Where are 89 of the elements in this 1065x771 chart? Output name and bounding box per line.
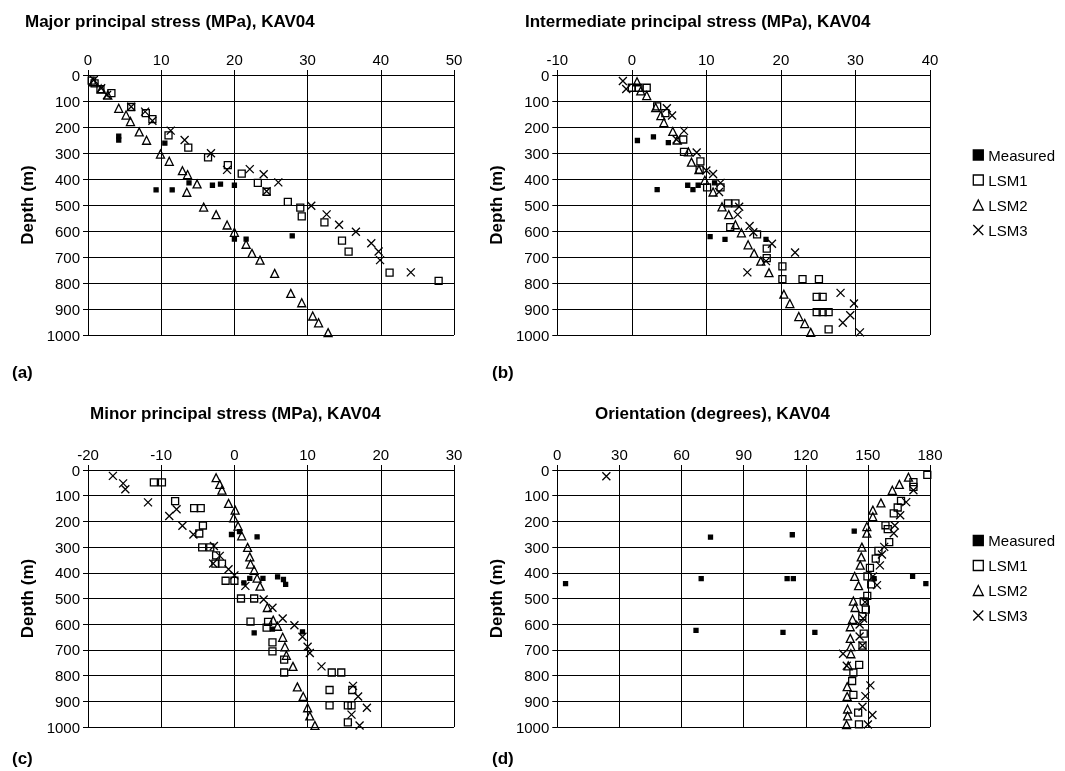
y-tick-label: 100 (54, 92, 80, 110)
y-tick-label: 1000 (515, 718, 550, 736)
y-axis-title: Depth (m) (17, 558, 37, 639)
x-tick-label: 180 (917, 446, 943, 463)
x-tick-label: 90 (735, 446, 752, 463)
legend-label: LSM2 (988, 196, 1028, 214)
x-tick-label: 30 (299, 51, 316, 68)
x-tick-label: -10 (150, 446, 173, 463)
y-tick-label: 200 (524, 512, 550, 530)
y-tick-label: 800 (524, 667, 550, 685)
x-tick-label: 40 (921, 51, 939, 68)
y-tick-label: 400 (54, 170, 80, 188)
y-tick-label: 600 (524, 222, 550, 240)
y-tick-label: 700 (54, 248, 80, 266)
y-tick-label: 900 (524, 300, 550, 318)
y-tick-label: 700 (54, 641, 80, 659)
y-tick-label: 300 (54, 144, 80, 162)
legend-label: LSM1 (988, 557, 1028, 574)
legend-label: LSM3 (988, 221, 1028, 239)
chart-title: Orientation (degrees), KAV04 (595, 404, 831, 423)
y-tick-label: 900 (54, 692, 80, 710)
y-tick-label: 1000 (46, 718, 80, 736)
y-tick-label: 1000 (515, 326, 550, 344)
text: (a) (12, 363, 33, 382)
x-tick-label: 20 (226, 51, 243, 68)
x-tick-label: 120 (793, 446, 819, 463)
y-tick-label: 100 (524, 92, 550, 110)
y-tick-label: 700 (524, 248, 550, 266)
legend-label: Measured (988, 146, 1055, 164)
y-tick-label: 400 (524, 564, 550, 582)
y-axis-title: Depth (m) (487, 558, 506, 639)
y-tick-label: 300 (524, 144, 550, 162)
chart-title: Major principal stress (MPa), KAV04 (25, 12, 316, 31)
y-tick-label: 1000 (46, 326, 80, 344)
y-tick-label: 0 (540, 461, 550, 479)
y-tick-label: 200 (54, 118, 80, 136)
text: (d) (492, 749, 514, 768)
y-tick-label: 600 (54, 222, 80, 240)
y-tick-label: 800 (524, 274, 550, 292)
x-tick-label: 10 (698, 51, 715, 68)
legend-label: LSM3 (988, 607, 1028, 624)
legend-label: LSM1 (988, 171, 1028, 189)
y-tick-label: 200 (54, 512, 80, 530)
y-tick-label: 500 (524, 196, 550, 214)
y-tick-label: 500 (524, 590, 550, 607)
x-tick-label: 0 (553, 446, 562, 463)
x-tick-label: 60 (673, 446, 690, 463)
text: (b) (492, 363, 514, 382)
x-tick-label: 150 (855, 446, 881, 463)
x-tick-label: -20 (77, 446, 99, 463)
x-tick-label: 0 (230, 446, 239, 463)
y-tick-label: 400 (524, 170, 550, 188)
x-tick-label: 40 (372, 51, 390, 68)
x-tick-label: 20 (772, 51, 790, 68)
text: (c) (12, 749, 33, 768)
x-tick-label: 30 (847, 51, 864, 68)
y-tick-label: 900 (54, 300, 80, 318)
y-tick-label: 0 (71, 461, 80, 479)
y-tick-label: 300 (54, 538, 80, 556)
y-tick-label: 800 (54, 274, 80, 292)
y-tick-label: 500 (54, 196, 80, 214)
x-tick-label: -10 (546, 51, 569, 68)
legend-label: Measured (988, 532, 1055, 549)
chart-title: Intermediate principal stress (MPa), KAV04 (525, 12, 872, 31)
y-tick-label: 200 (524, 118, 550, 136)
x-tick-label: 30 (611, 446, 628, 463)
x-tick-label: 30 (445, 446, 463, 463)
y-tick-label: 600 (54, 615, 80, 633)
y-tick-label: 100 (524, 487, 550, 505)
x-tick-label: 50 (445, 51, 463, 68)
y-tick-label: 600 (524, 615, 550, 633)
y-tick-label: 700 (524, 641, 550, 659)
y-tick-label: 800 (54, 667, 80, 685)
y-tick-label: 100 (54, 487, 80, 505)
x-tick-label: 10 (299, 446, 316, 463)
x-tick-label: 20 (372, 446, 390, 463)
y-tick-label: 900 (524, 692, 550, 710)
y-tick-label: 400 (54, 564, 80, 582)
y-tick-label: 0 (71, 66, 80, 84)
x-tick-label: 0 (83, 51, 93, 68)
y-axis-title: Depth (m) (17, 165, 37, 245)
y-axis-title: Depth (m) (487, 165, 506, 245)
x-tick-label: 10 (152, 51, 170, 68)
legend-label: LSM2 (988, 582, 1028, 599)
y-tick-label: 300 (524, 538, 550, 556)
x-tick-label: 0 (627, 51, 636, 68)
y-tick-label: 500 (54, 590, 80, 607)
chart-title: Minor principal stress (MPa), KAV04 (90, 404, 382, 423)
y-tick-label: 0 (540, 66, 550, 84)
